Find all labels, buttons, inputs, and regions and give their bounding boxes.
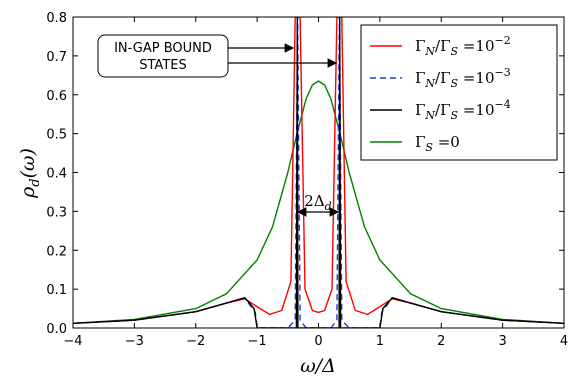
series-layer	[73, 17, 564, 328]
legend-label-part: =10	[458, 37, 494, 55]
y-tick-label: 0.4	[46, 167, 67, 182]
legend-label-part: /Γ	[435, 101, 450, 119]
legend-label-part: N	[424, 109, 435, 122]
gap-label: 2Δd	[304, 192, 331, 213]
y-tick-label: 0.7	[46, 50, 67, 65]
series-line-4	[73, 80, 564, 324]
legend-label-part: −2	[495, 34, 511, 47]
x-tick-label: 1	[376, 334, 384, 349]
x-tick-label: −2	[186, 334, 205, 349]
y-tick-label: 0.8	[46, 11, 67, 26]
y-axis-label-tail: (ω)	[17, 148, 39, 178]
legend-label-part: −3	[495, 66, 511, 79]
legend-label-1: ΓN/ΓS =10−2	[415, 34, 511, 58]
legend-label-part: Γ	[415, 101, 425, 119]
legend-label-2: ΓN/ΓS =10−3	[415, 66, 511, 90]
legend-label-part: S	[451, 109, 459, 122]
y-tick-label: 0.2	[46, 244, 67, 259]
x-axis-label: ω/Δ	[300, 355, 336, 377]
x-tick-label: −4	[63, 334, 82, 349]
y-tick-label: 0.6	[46, 89, 67, 104]
y-tick-label: 0.5	[46, 128, 67, 143]
legend-label-part: S	[425, 141, 433, 154]
x-tick-label: −3	[125, 334, 144, 349]
legend-label-3: ΓN/ΓS =10−4	[415, 98, 511, 122]
series-line-1	[73, 17, 564, 324]
legend-label-part: /Γ	[435, 37, 450, 55]
legend-label-part: =10	[458, 101, 494, 119]
series-line-3	[73, 17, 564, 328]
legend-label-part: /Γ	[435, 69, 450, 87]
annotation-line1: IN-GAP BOUND	[114, 41, 212, 56]
gap-label-sub: d	[325, 200, 332, 213]
annotation-line2: STATES	[139, 58, 186, 73]
x-tick-label: 0	[314, 334, 322, 349]
legend-label-part: −4	[495, 98, 511, 111]
y-tick-label: 0.0	[46, 322, 67, 337]
legend-label-part: N	[424, 77, 435, 90]
legend-label-part: =0	[433, 133, 460, 151]
legend-label-part: N	[424, 45, 435, 58]
legend-label-part: Γ	[415, 37, 425, 55]
x-tick-label: 2	[437, 334, 445, 349]
x-tick-label: −1	[248, 334, 267, 349]
ticks-layer: −4 −3 −2 −1 0 1 2 3 4 0.0 0.1 0.2 0.3 0.4 0.5 0.6 0.7 0.8	[46, 11, 568, 349]
legend: ΓN/ΓS =10−2ΓN/ΓS =10−3ΓN/ΓS =10−4ΓS =0	[360, 24, 558, 161]
gap-label-main: 2Δ	[304, 192, 325, 210]
legend-label-part: S	[451, 77, 459, 90]
legend-frame	[360, 24, 558, 161]
legend-label-part: Γ	[415, 133, 425, 151]
x-tick-label: 3	[498, 334, 506, 349]
legend-label-part: S	[451, 45, 459, 58]
legend-label-4: ΓS =0	[415, 133, 460, 154]
y-tick-label: 0.1	[46, 283, 67, 298]
y-axis-label-sub: d	[28, 178, 43, 186]
y-axis-label: ρd(ω)	[17, 148, 43, 199]
x-tick-label: 4	[560, 334, 568, 349]
y-tick-label: 0.3	[46, 205, 67, 220]
legend-label-part: Γ	[415, 69, 425, 87]
legend-label-part: =10	[458, 69, 494, 87]
y-axis-label-main: ρ	[17, 186, 39, 199]
annotation-box	[97, 34, 229, 78]
